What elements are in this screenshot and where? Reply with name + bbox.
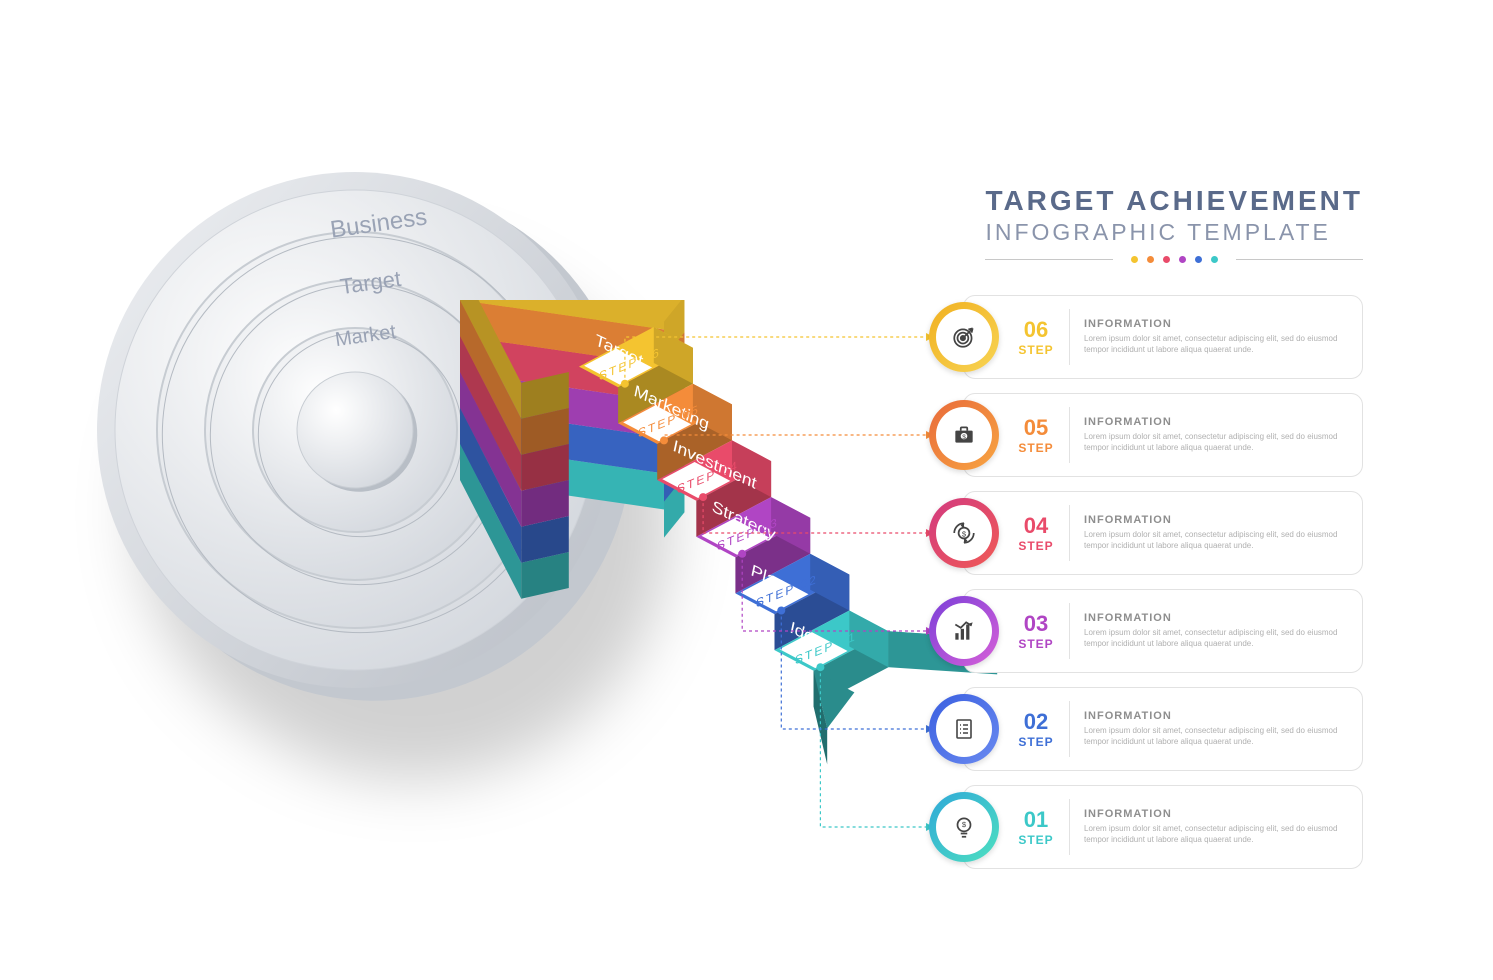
card-head: INFORMATION (1084, 710, 1348, 722)
chart-icon (936, 603, 992, 659)
info-card: $ 04 STEP INFORMATION Lorem ipsum dolor … (963, 491, 1363, 575)
card-number: 05 STEP (1013, 417, 1059, 454)
card-number: 03 STEP (1013, 613, 1059, 650)
svg-text:$: $ (962, 434, 966, 441)
card-icon-ring (929, 302, 999, 372)
card-icon-ring: $ (929, 498, 999, 568)
title-dot (1195, 256, 1202, 263)
card-number: 04 STEP (1013, 515, 1059, 552)
card-body: Lorem ipsum dolor sit amet, consectetur … (1084, 530, 1348, 552)
bulb-icon: $ (936, 799, 992, 855)
card-number: 06 STEP (1013, 319, 1059, 356)
title-dot (1163, 256, 1170, 263)
info-card: 03 STEP INFORMATION Lorem ipsum dolor si… (963, 589, 1363, 673)
title-line1: TARGET ACHIEVEMENT (985, 185, 1363, 217)
info-card: 02 STEP INFORMATION Lorem ipsum dolor si… (963, 687, 1363, 771)
card-icon-ring (929, 694, 999, 764)
title-line2: INFOGRAPHIC TEMPLATE (985, 219, 1363, 246)
briefcase-icon: $ (936, 407, 992, 463)
card-body: Lorem ipsum dolor sit amet, consectetur … (1084, 726, 1348, 748)
card-body: Lorem ipsum dolor sit amet, consectetur … (1084, 628, 1348, 650)
card-icon-ring: $ (929, 792, 999, 862)
target-icon (936, 309, 992, 365)
card-head: INFORMATION (1084, 612, 1348, 624)
info-cards: 06 STEP INFORMATION Lorem ipsum dolor si… (963, 295, 1363, 869)
card-body: Lorem ipsum dolor sit amet, consectetur … (1084, 334, 1348, 356)
title-dot (1211, 256, 1218, 263)
card-body: Lorem ipsum dolor sit amet, consectetur … (1084, 432, 1348, 454)
svg-text:$: $ (962, 529, 967, 538)
card-head: INFORMATION (1084, 416, 1348, 428)
card-head: INFORMATION (1084, 808, 1348, 820)
card-head: INFORMATION (1084, 514, 1348, 526)
title-rule (985, 256, 1363, 263)
info-card: 06 STEP INFORMATION Lorem ipsum dolor si… (963, 295, 1363, 379)
card-body: Lorem ipsum dolor sit amet, consectetur … (1084, 824, 1348, 846)
card-icon-ring: $ (929, 400, 999, 470)
cycle-icon: $ (936, 505, 992, 561)
card-head: INFORMATION (1084, 318, 1348, 330)
title-dot (1147, 256, 1154, 263)
svg-text:$: $ (962, 820, 967, 829)
info-card: $ 05 STEP INFORMATION Lorem ipsum dolor … (963, 393, 1363, 477)
card-number: 01 STEP (1013, 809, 1059, 846)
title-dot (1179, 256, 1186, 263)
title-block: TARGET ACHIEVEMENT INFOGRAPHIC TEMPLATE (985, 185, 1363, 263)
card-number: 02 STEP (1013, 711, 1059, 748)
title-dot (1131, 256, 1138, 263)
checklist-icon (936, 701, 992, 757)
info-card: $ 01 STEP INFORMATION Lorem ipsum dolor … (963, 785, 1363, 869)
card-icon-ring (929, 596, 999, 666)
